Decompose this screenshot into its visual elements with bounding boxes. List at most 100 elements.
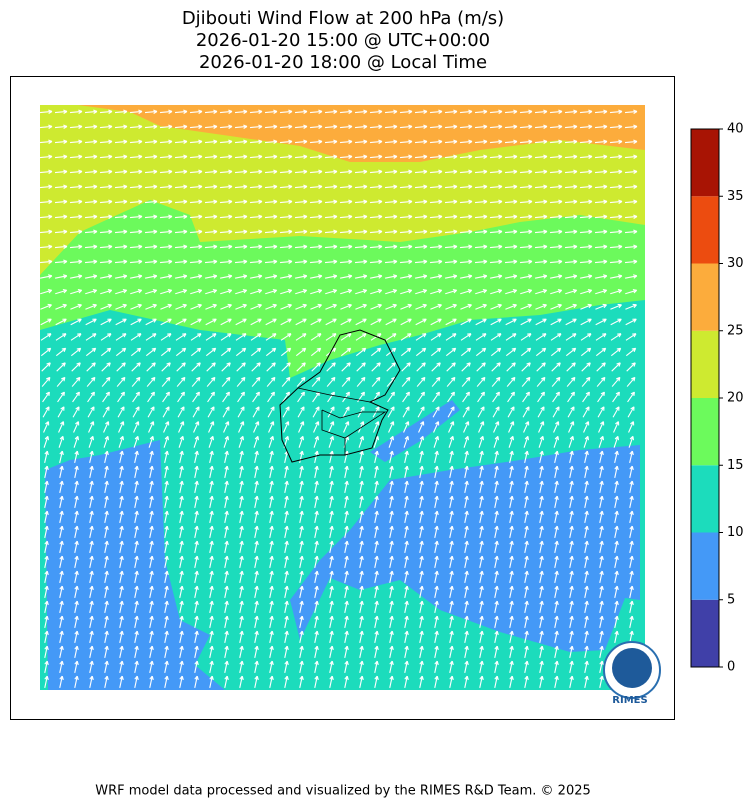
- wind-arrow: [44, 600, 49, 613]
- wind-arrow: [204, 199, 218, 205]
- wind-arrow: [119, 630, 124, 643]
- wind-arrow: [85, 347, 97, 357]
- wind-arrow: [329, 600, 334, 613]
- wind-arrow: [344, 525, 349, 538]
- wind-arrow: [59, 660, 64, 673]
- wind-arrow: [479, 540, 484, 553]
- wind-arrow: [192, 406, 200, 418]
- wind-arrow: [309, 124, 323, 130]
- wind-arrow: [629, 585, 634, 598]
- wind-arrow: [144, 109, 158, 115]
- wind-arrow: [104, 555, 109, 568]
- wind-arrow: [144, 199, 158, 205]
- wind-arrow: [474, 184, 488, 190]
- wind-arrow: [223, 435, 230, 448]
- wind-arrow: [448, 435, 455, 448]
- wind-arrow: [132, 391, 140, 403]
- wind-arrow: [174, 184, 188, 190]
- wind-arrow: [149, 555, 154, 568]
- wind-arrow: [54, 229, 68, 235]
- wind-arrow: [39, 124, 53, 130]
- wind-arrow: [524, 630, 529, 643]
- wind-arrow: [399, 154, 413, 160]
- wind-arrow: [434, 615, 439, 628]
- wind-arrow: [553, 421, 560, 433]
- wind-arrow: [414, 259, 428, 265]
- wind-arrow: [339, 169, 353, 175]
- wind-arrow: [177, 391, 185, 403]
- wind-arrow: [399, 229, 413, 235]
- wind-arrow: [116, 362, 126, 372]
- wind-arrow: [414, 109, 428, 115]
- wind-arrow: [329, 645, 334, 658]
- wind-arrow: [59, 450, 64, 463]
- wind-arrow: [265, 318, 277, 326]
- wind-arrow: [249, 259, 263, 265]
- wind-arrow: [70, 289, 83, 295]
- wind-arrow: [444, 184, 458, 190]
- wind-arrow: [539, 660, 544, 673]
- wind-arrow: [254, 615, 259, 628]
- wind-arrow: [267, 391, 275, 403]
- wind-arrow: [239, 450, 244, 463]
- colorbar-band: [691, 196, 719, 264]
- wind-arrow: [415, 318, 427, 326]
- wind-arrow: [69, 169, 83, 175]
- wind-arrow: [354, 184, 368, 190]
- wind-arrow: [494, 630, 499, 643]
- wind-arrow: [448, 421, 455, 433]
- wind-arrow: [464, 450, 469, 463]
- wind-arrow: [324, 169, 338, 175]
- wind-arrow: [314, 645, 319, 658]
- wind-arrow: [159, 199, 173, 205]
- wind-arrow: [389, 570, 394, 583]
- wind-arrow: [249, 229, 263, 235]
- wind-arrow: [464, 510, 469, 523]
- wind-arrow: [224, 465, 229, 478]
- wind-arrow: [524, 465, 529, 478]
- wind-arrow: [119, 540, 124, 553]
- wind-arrow: [599, 660, 604, 673]
- wind-arrow: [594, 154, 608, 160]
- wind-arrow: [40, 274, 53, 279]
- wind-arrow: [310, 333, 322, 341]
- wind-arrow: [224, 510, 229, 523]
- wind-arrow: [549, 214, 563, 220]
- wind-arrow: [554, 585, 559, 598]
- wind-arrow: [389, 645, 394, 658]
- wind-arrow: [404, 510, 409, 523]
- wind-arrow: [205, 333, 217, 341]
- wind-arrow: [174, 199, 188, 205]
- wind-arrow: [219, 244, 233, 250]
- wind-arrow: [70, 318, 82, 326]
- wind-arrow: [339, 244, 353, 250]
- wind-arrow: [104, 675, 109, 688]
- wind-arrow: [389, 450, 394, 463]
- wind-arrow: [74, 615, 79, 628]
- wind-arrow: [444, 244, 458, 250]
- wind-arrow: [164, 495, 169, 508]
- wind-arrow: [119, 645, 124, 658]
- wind-arrow: [414, 214, 428, 220]
- wind-arrow: [474, 109, 488, 115]
- wind-arrow: [400, 347, 412, 357]
- wind-arrow: [419, 465, 424, 478]
- wind-arrow: [569, 480, 574, 493]
- wind-arrow: [564, 109, 578, 115]
- wind-arrow: [566, 376, 576, 387]
- wind-arrow: [344, 615, 349, 628]
- wind-arrow: [179, 615, 184, 628]
- wind-arrow: [219, 184, 233, 190]
- wind-arrow: [519, 214, 533, 220]
- wind-arrow: [416, 376, 426, 387]
- wind-arrow: [419, 480, 424, 493]
- wind-arrow: [594, 184, 608, 190]
- wind-arrow: [174, 154, 188, 160]
- wind-arrow: [384, 214, 398, 220]
- wind-arrow: [434, 510, 439, 523]
- wind-arrow: [627, 391, 635, 403]
- wind-arrow: [99, 184, 113, 190]
- wind-arrow: [59, 510, 64, 523]
- wind-arrow: [314, 570, 319, 583]
- wind-field: [40, 105, 645, 690]
